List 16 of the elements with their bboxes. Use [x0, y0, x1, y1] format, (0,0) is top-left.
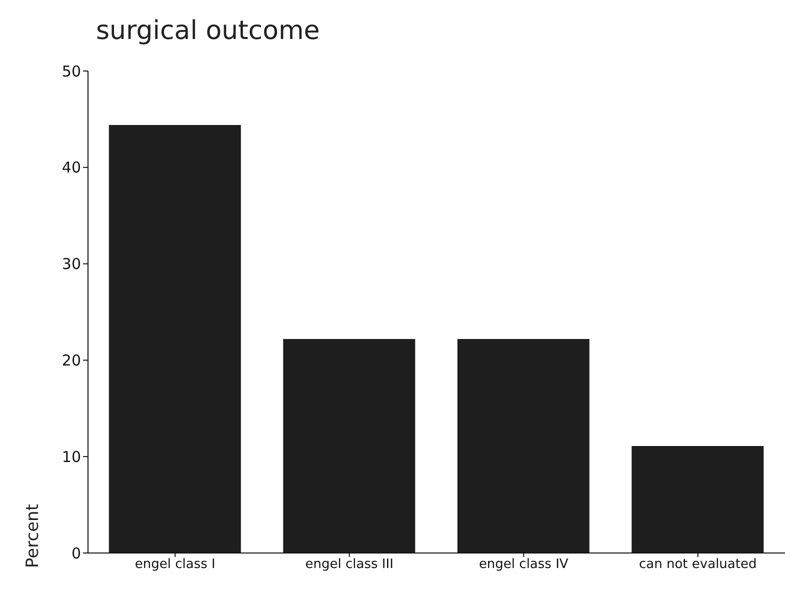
y-tick-label: 30 [62, 255, 81, 274]
x-tick-label: engel class I [134, 557, 216, 572]
bar [632, 446, 764, 553]
x-tick-label: engel class III [305, 557, 394, 572]
y-tick-label: 40 [62, 158, 81, 177]
y-tick-label: 50 [62, 62, 81, 80]
bar [108, 124, 241, 553]
bar [283, 338, 416, 553]
x-tick-label: engel class IV [478, 557, 568, 572]
y-axis-title: Percent [23, 503, 43, 570]
x-tick-label: can not evaluated [639, 557, 757, 572]
y-tick-label: 0 [71, 544, 81, 562]
y-tick-label: 20 [62, 352, 81, 370]
chart-title: surgical outcome [96, 16, 320, 46]
y-tick-label: 10 [62, 448, 81, 466]
bar [457, 338, 590, 553]
